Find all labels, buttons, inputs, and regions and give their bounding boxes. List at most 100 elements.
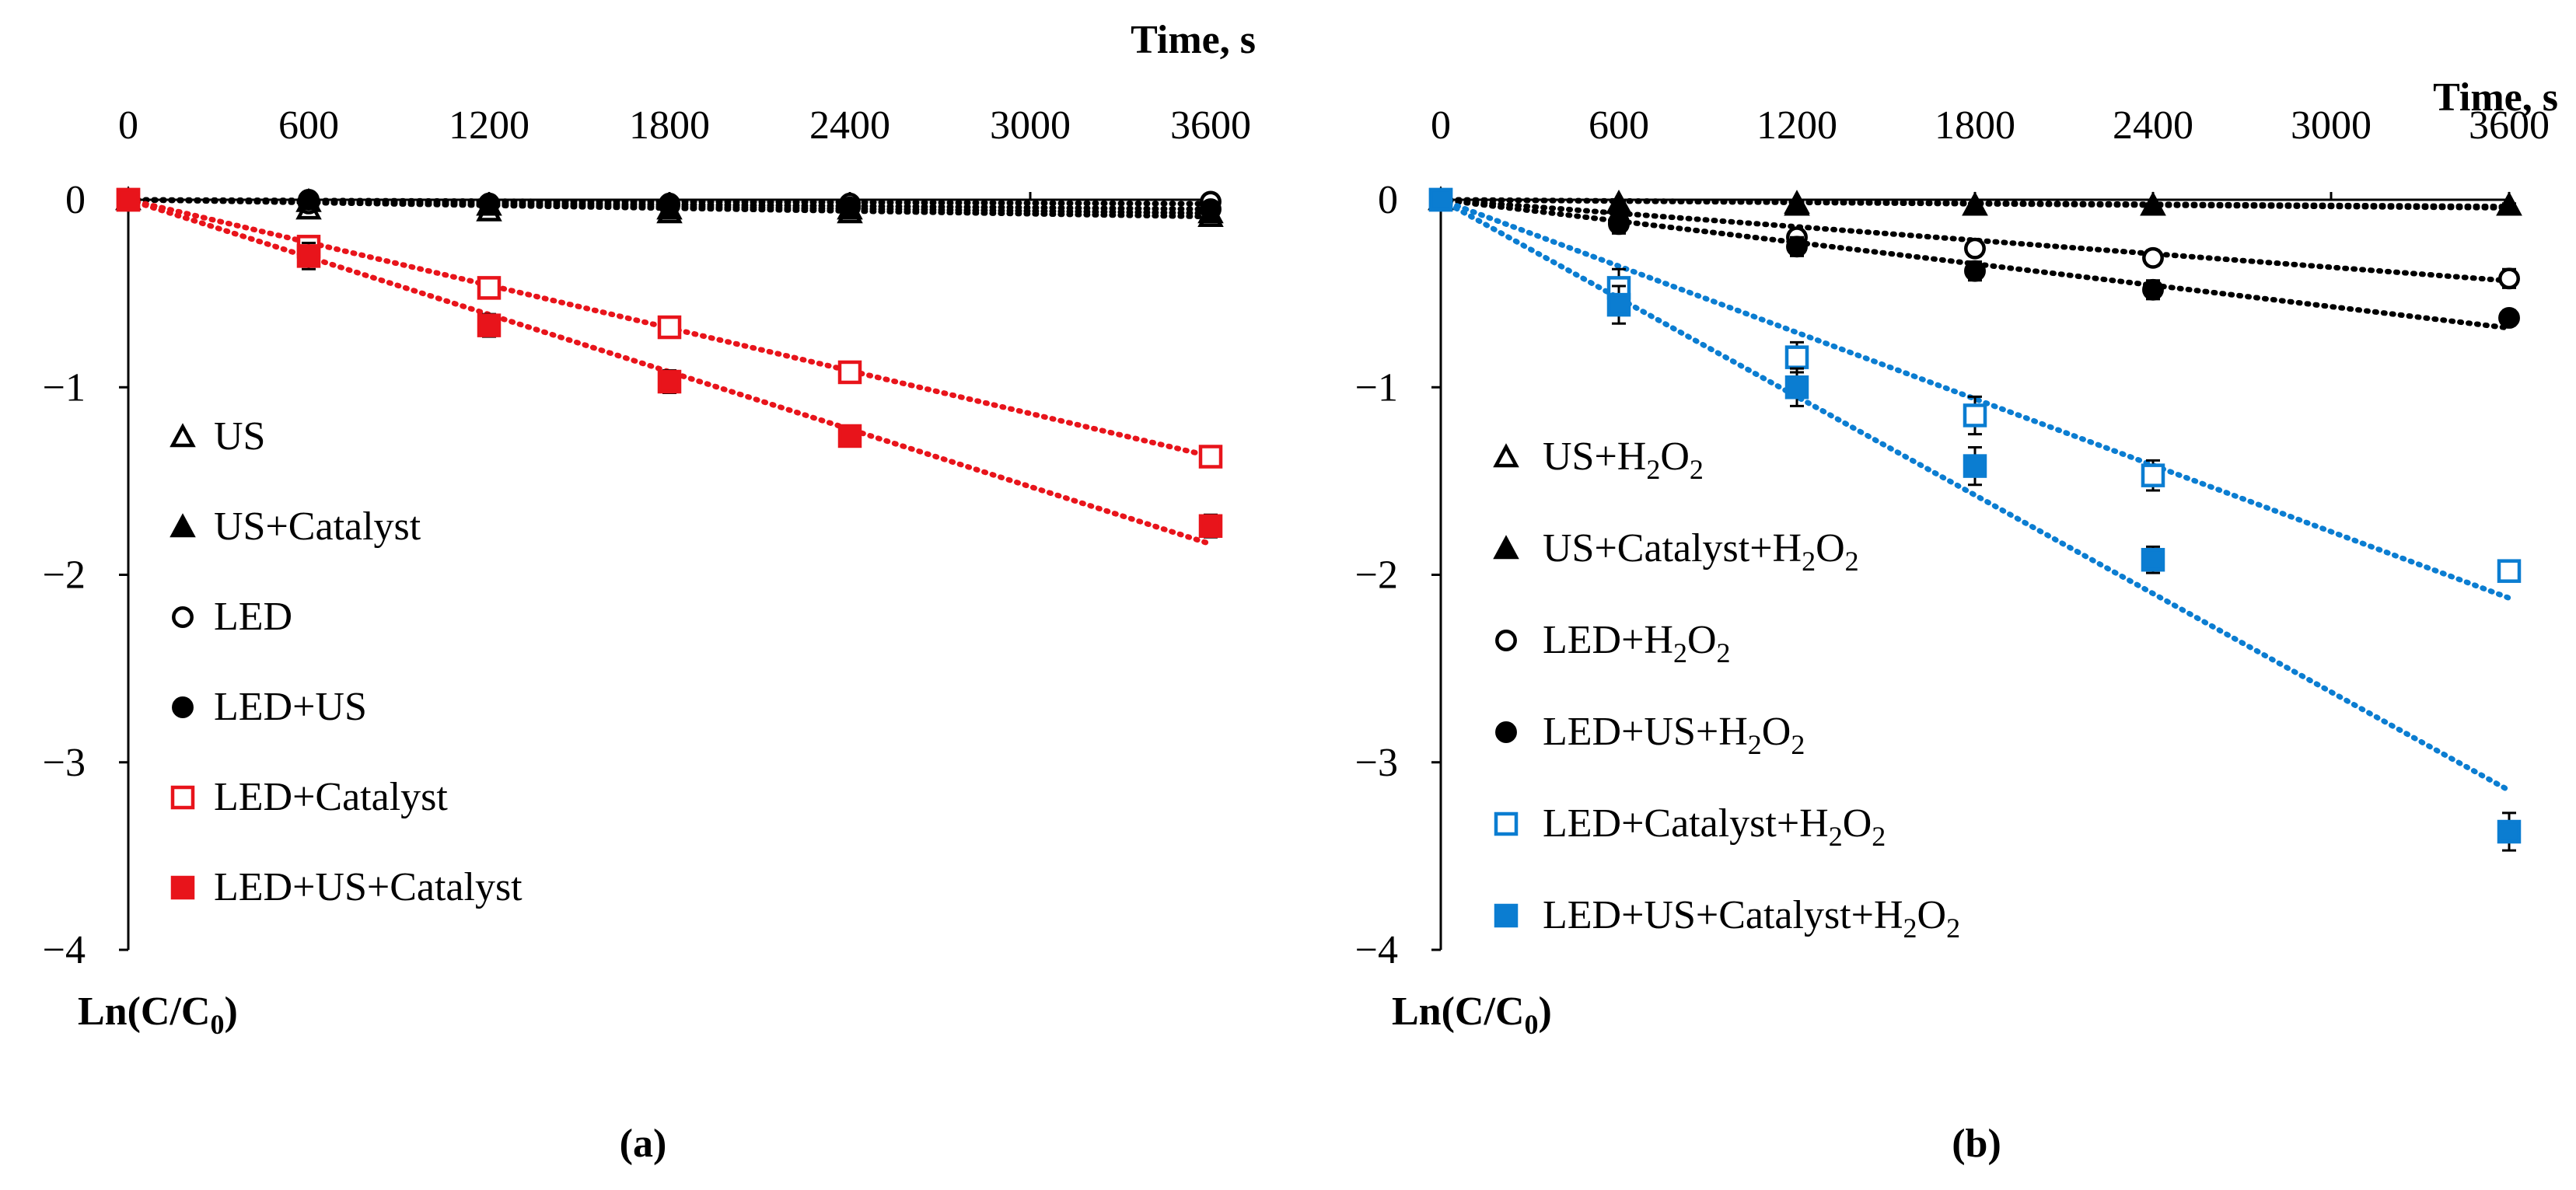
data-point	[1962, 191, 1988, 216]
legend-marker	[170, 423, 196, 448]
legend-label-part: 2	[1717, 637, 1731, 668]
legend-label-part: 2	[1791, 729, 1805, 760]
x-tick-label: 600	[1589, 103, 1649, 148]
legend-label: US+Catalyst	[214, 504, 421, 549]
data-point	[2140, 191, 2166, 216]
y-axis-title-main: Ln(C/C	[78, 989, 210, 1034]
legend-label-part: 2	[1872, 821, 1886, 852]
data-point	[657, 315, 682, 340]
trend-line	[1438, 197, 2512, 601]
legend-marker	[170, 785, 195, 810]
data-point	[1784, 345, 1809, 369]
x-tick-label: 3000	[2291, 103, 2372, 148]
legend-label-part: LED	[214, 595, 292, 639]
y-axis-title-subscript: 0	[210, 1009, 224, 1040]
y-axis-title-main: Ln(C/C	[1392, 989, 1524, 1034]
data-point	[2497, 819, 2522, 844]
trend-line	[1438, 197, 2512, 794]
data-point	[2497, 559, 2522, 583]
data-point	[1784, 375, 1809, 400]
data-point	[2141, 547, 2165, 572]
y-tick-label: −2	[1355, 553, 1398, 598]
x-tick-label: 2400	[2113, 103, 2193, 148]
legend-label-part: LED+Catalyst	[214, 775, 448, 819]
legend-marker	[172, 696, 194, 718]
x-tick-label: 1800	[629, 103, 710, 148]
legend-label-part: US+H	[1543, 434, 1646, 479]
legend-label-part: LED+H	[1543, 618, 1673, 662]
x-tick-label: 600	[278, 103, 339, 148]
y-axis-title: Ln(C/C0)	[1392, 989, 1552, 1040]
data-point	[2496, 191, 2522, 216]
legend-entry: LED+H2O2	[1495, 618, 1731, 668]
y-tick-label: −4	[43, 928, 86, 972]
legend-label-part: 2	[1946, 913, 1960, 944]
data-point	[1963, 403, 1987, 427]
y-axis-title-end: )	[1538, 989, 1551, 1034]
x-axis-title: Time, s	[1131, 18, 1256, 62]
data-point	[2141, 463, 2165, 487]
data-point	[657, 369, 682, 394]
y-tick-label: 0	[1378, 178, 1398, 222]
legend-label-part: O	[1843, 801, 1872, 846]
data-point	[1786, 236, 1808, 258]
x-tick-label: 3600	[2469, 103, 2550, 148]
data-point	[837, 360, 862, 385]
legend-marker	[1495, 630, 1517, 651]
data-point	[1606, 292, 1631, 317]
x-tick-label: 1200	[1756, 103, 1837, 148]
data-point	[2142, 278, 2164, 301]
data-point	[1428, 187, 1453, 212]
legend-entry: LED+US	[172, 685, 367, 729]
legend-label-part: LED+US+H	[1543, 710, 1748, 754]
legend-label: LED+US+H2O2	[1543, 710, 1805, 760]
y-tick-label: −1	[43, 365, 86, 410]
data-point	[1784, 191, 1810, 216]
x-tick-label: 0	[118, 103, 138, 148]
x-tick-label: 3000	[990, 103, 1071, 148]
legend-label: LED+Catalyst	[214, 775, 448, 819]
legend-entry: LED+US+Catalyst	[170, 865, 523, 909]
x-axis-title: Time, s	[2433, 75, 2558, 120]
y-tick-label: 0	[65, 178, 86, 222]
legend-label: LED	[214, 595, 292, 639]
legend-marker	[1493, 535, 1519, 560]
data-point	[1200, 198, 1222, 221]
legend-marker	[1494, 903, 1519, 928]
x-tick-label: 0	[1431, 103, 1451, 148]
legend-label: LED+Catalyst+H2O2	[1543, 801, 1886, 852]
chart-panel-a: 0 600 1200 1800 2400 3000 3600 0 −1 −2 −3 −4 Time, s…	[43, 18, 1256, 1166]
legend-label: LED+US+Catalyst	[214, 865, 523, 909]
legend-label-part: LED+Catalyst+H	[1543, 801, 1829, 846]
data-point	[659, 194, 680, 217]
x-tick-label: 3600	[1170, 103, 1251, 148]
data-point	[837, 424, 862, 448]
legend-label-part: 2	[1690, 454, 1704, 485]
chart-panel-b: 0 600 1200 1800 2400 3000 3600 0 −1 −2 −3 −4 Time, s…	[1355, 75, 2558, 1166]
legend-label-part: US+Catalyst	[214, 504, 421, 549]
data-point	[1963, 454, 1987, 478]
legend-marker	[170, 875, 195, 900]
legend-entry: US+Catalyst+H2O2	[1493, 526, 1859, 577]
series-led-us-catalyst	[116, 187, 1223, 547]
legend-marker	[170, 513, 196, 538]
legend-label: US	[214, 414, 265, 459]
legend-label-part: 2	[1673, 637, 1687, 668]
legend-label-part: O	[1687, 618, 1717, 662]
legend-marker	[1494, 811, 1519, 836]
legend-label-part: O	[1816, 526, 1845, 571]
data-point	[477, 276, 502, 300]
legend-entry: US	[170, 414, 265, 459]
legend-label: US+H2O2	[1543, 434, 1704, 485]
legend-label-part: LED+US	[214, 685, 367, 729]
series-led-us-catalyst-h2o2	[1428, 187, 2522, 852]
y-tick-label: −1	[1355, 365, 1398, 410]
panel-label: (b)	[1952, 1122, 2001, 1166]
data-point	[116, 187, 141, 212]
legend-label-part: 2	[1903, 913, 1917, 944]
series-led-catalyst	[116, 187, 1223, 469]
legend-label-part: LED+US+Catalyst+H	[1543, 893, 1903, 937]
legend-label: LED+US+Catalyst+H2O2	[1543, 893, 1960, 944]
data-point	[1198, 514, 1223, 539]
y-axis-title: Ln(C/C0)	[78, 989, 238, 1040]
